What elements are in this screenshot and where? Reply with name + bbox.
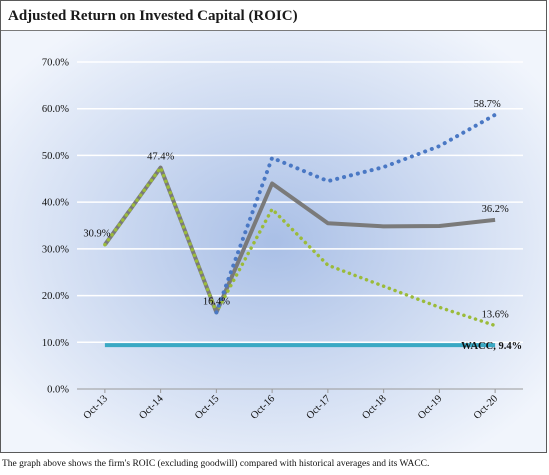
y-tick-label: 40.0% bbox=[42, 198, 69, 209]
y-tick-label: 10.0% bbox=[42, 338, 69, 349]
data-label: 16.4% bbox=[203, 296, 230, 307]
data-label: 47.4% bbox=[147, 152, 174, 163]
series-line-lower bbox=[103, 163, 497, 328]
y-tick-label: 70.0% bbox=[42, 58, 69, 69]
chart-title: Adjusted Return on Invested Capital (ROI… bbox=[8, 8, 298, 24]
y-tick-label: 30.0% bbox=[42, 244, 69, 255]
y-tick-label: 20.0% bbox=[42, 291, 69, 302]
series-line-upper bbox=[214, 112, 498, 315]
y-tick-label: 0.0% bbox=[47, 385, 69, 396]
chart-frame: Adjusted Return on Invested Capital (ROI… bbox=[0, 0, 547, 453]
roic-line-chart: 0.0%10.0%20.0%30.0%40.0%50.0%60.0%70.0%O… bbox=[1, 31, 546, 452]
data-label: WACC, 9.4% bbox=[461, 341, 522, 352]
figure-caption: The graph above shows the firm's ROIC (e… bbox=[2, 459, 430, 469]
title-bar: Adjusted Return on Invested Capital (ROI… bbox=[1, 1, 546, 31]
data-label: 58.7% bbox=[474, 99, 501, 110]
y-tick-label: 60.0% bbox=[42, 104, 69, 115]
series-lines bbox=[103, 112, 498, 348]
gridlines bbox=[77, 61, 523, 344]
data-label: 36.2% bbox=[482, 204, 509, 215]
plot-background bbox=[1, 31, 546, 452]
data-label: 30.9% bbox=[83, 229, 110, 240]
data-labels: 30.9% 47.4% 16.4% 58.7% 36.2% 13.6% WACC, 9.4% bbox=[83, 99, 522, 352]
y-tick-label: 50.0% bbox=[42, 151, 69, 162]
data-label: 13.6% bbox=[482, 309, 509, 320]
